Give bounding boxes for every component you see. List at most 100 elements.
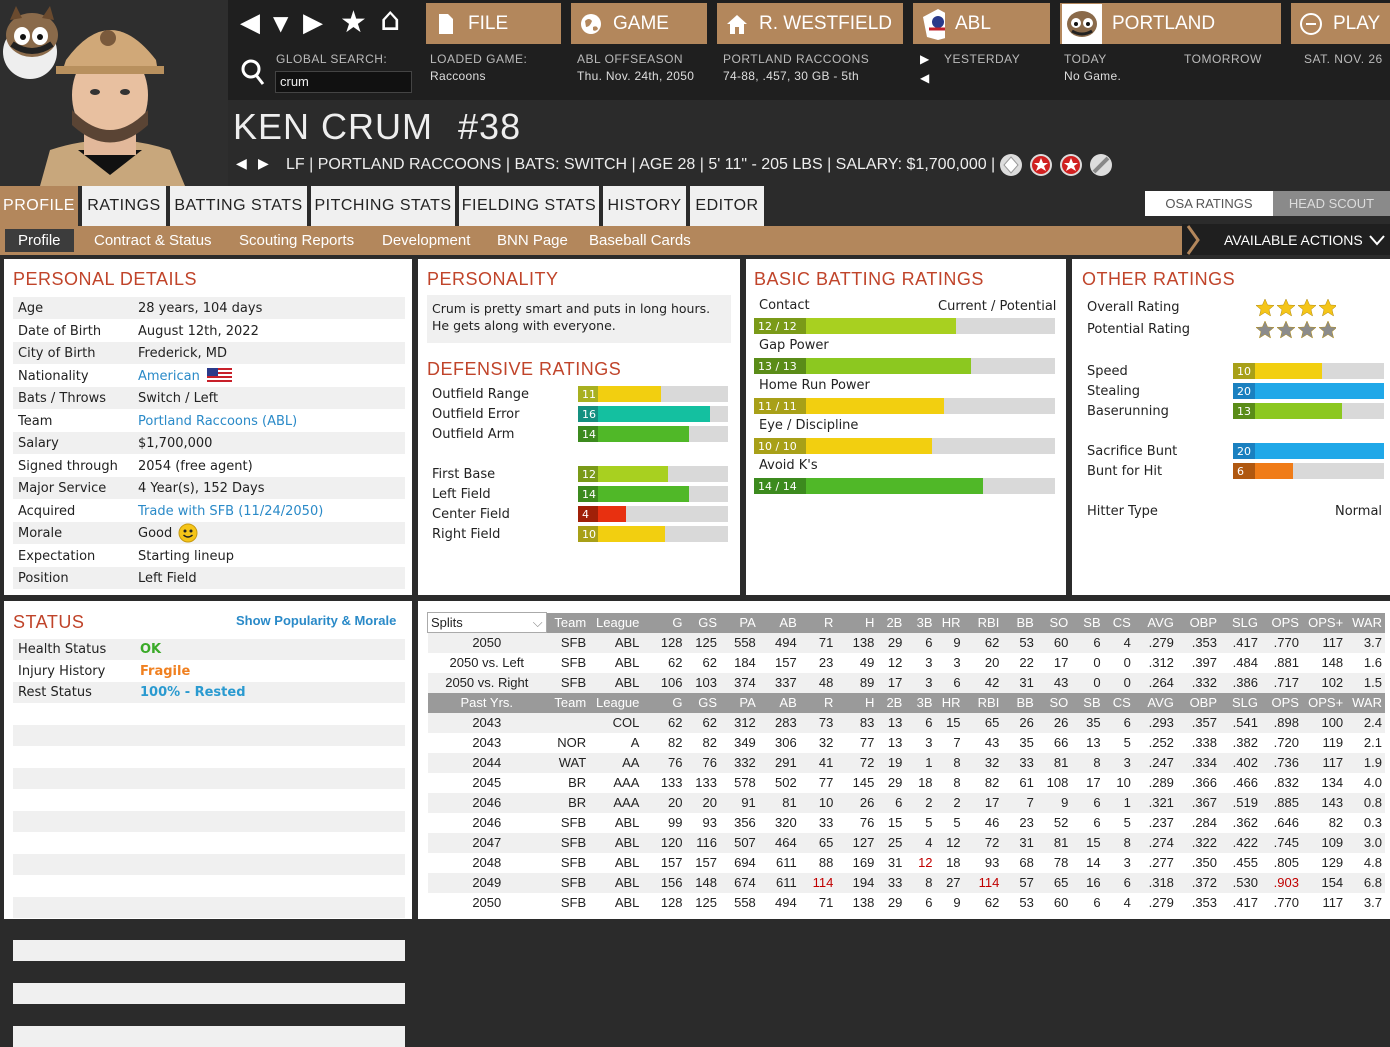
detail-value[interactable]: American [138,368,200,384]
stats-cell: 65 [799,832,837,853]
detail-label: Age [18,301,44,316]
play-button[interactable]: PLAY [1291,3,1390,44]
stats-cell: 91 [720,792,759,813]
rating-label: Right Field [432,527,501,542]
stats-cell: 337 [758,672,800,693]
file-button[interactable]: FILE [426,3,561,44]
next-day-arrow-icon[interactable]: ▶ [920,52,930,66]
rating-label: Stealing [1087,384,1141,399]
stats-cell: .745 [1260,832,1302,853]
stats-cell: 611 [776,855,797,870]
stats-column-header: AVG [1133,612,1177,633]
stats-cell: 119 [1322,735,1344,750]
stats-cell: 3.7 [1363,895,1382,910]
available-actions-button[interactable]: AVAILABLE ACTIONS [1182,224,1390,256]
home-icon[interactable]: ⌂ [380,0,401,38]
detail-value[interactable]: Portland Raccoons (ABL) [138,413,298,429]
stats-column-header: AVG [1133,692,1177,713]
team-button[interactable]: PORTLAND [1060,3,1281,44]
stats-column-header: SB [1071,692,1104,713]
rating-label: Baserunning [1087,404,1169,419]
stats-cell: 8 [935,752,964,773]
rating-bar-fill [578,486,689,502]
game-button[interactable]: GAME [571,3,707,44]
tab-batting-stats[interactable]: BATTING STATS [170,186,307,226]
tab-ratings[interactable]: RATINGS [82,186,166,226]
rating-label: Avoid K's [759,458,818,473]
stats-cell: 71 [799,632,837,653]
stats-cell: 60 [1036,632,1072,653]
forward-arrow-icon[interactable]: ▶ [303,8,323,38]
tab-fielding-stats[interactable]: FIELDING STATS [459,186,599,226]
rating-bar-fill [1233,443,1384,459]
stats-cell: 71 [818,895,834,910]
stats-cell: 29 [887,895,903,910]
rating-label: Gap Power [759,338,829,353]
stats-cell: 133 [660,775,683,790]
subnav-bnn-page[interactable]: BNN Page [497,232,568,249]
subnav-scouting-reports[interactable]: Scouting Reports [239,232,355,249]
stats-cell: .770 [1273,895,1299,910]
stats-column-header: PA [720,692,759,713]
stats-cell: 3 [1123,855,1131,870]
stats-cell: 60 [1053,895,1069,910]
history-dropdown-icon[interactable]: ▼ [273,11,289,35]
subnav-profile[interactable]: Profile [5,229,74,252]
next-player-arrow-icon[interactable]: ▶ [258,156,269,172]
global-search-input[interactable]: crum [275,71,412,93]
stats-cell: 6 [1103,712,1134,733]
tab-profile[interactable]: PROFILE [0,186,78,226]
stats-cell: 52 [1053,815,1069,830]
stats-cell: 349 [734,735,756,750]
tab-pitching-stats[interactable]: PITCHING STATS [311,186,455,226]
osa-ratings-toggle[interactable]: OSA RATINGS [1145,191,1273,216]
stats-cell: 108 [1046,775,1069,790]
stats-cell: 33 [818,815,834,830]
overall-rating-stars [1255,298,1338,322]
stats-cell: 100 [1301,712,1347,733]
stats-column-header: GS [685,692,720,713]
stats-cell: .279 [1148,895,1174,910]
show-popularity-morale-link[interactable]: Show Popularity & Morale [236,613,397,628]
league-button[interactable]: ABL [913,3,1050,44]
stats-cell: .353 [1176,632,1221,653]
stats-column-header: PA [720,612,759,633]
stats-cell: WAT [546,752,590,773]
subnav-development[interactable]: Development [382,232,471,249]
stats-cell: 156 [642,872,686,893]
detail-value: Starting lineup [138,548,234,564]
favorite-star-icon[interactable]: ★ [340,5,367,40]
rating-label: Outfield Arm [432,427,515,442]
search-icon[interactable] [240,58,266,92]
rating-bar-fill [578,386,661,402]
stats-cell: 49 [859,655,875,670]
stats-cell: 138 [836,632,878,653]
subnav-contract-status[interactable]: Contract & Status [94,232,212,249]
head-scout-toggle[interactable]: HEAD SCOUT [1273,191,1390,216]
stats-cell: 4 [905,832,936,853]
team-button-label: PORTLAND [1112,12,1216,34]
stats-cell: 106 [642,672,686,693]
prev-day-arrow-icon[interactable]: ◀ [920,71,930,85]
overall-rating-label: Overall Rating [1087,300,1180,315]
manager-button[interactable]: R. WESTFIELD [717,3,903,44]
stats-cell: .322 [1176,832,1221,853]
stats-column-header: SO [1036,612,1072,633]
splits-dropdown[interactable]: Splits ⌵ [427,612,547,633]
stats-cell: 93 [702,815,717,830]
stats-cell: 8 [1071,752,1104,773]
tab-history[interactable]: HISTORY [603,186,686,226]
detail-value[interactable]: Trade with SFB (11/24/2050) [138,503,324,519]
subnav-baseball-cards[interactable]: Baseball Cards [589,232,691,249]
back-arrow-icon[interactable]: ◀ [240,8,260,38]
detail-label: Morale [18,526,63,541]
stats-cell: 35 [1071,712,1104,733]
prev-player-arrow-icon[interactable]: ◀ [236,156,247,172]
team-mascot-logo [3,6,58,79]
tab-editor[interactable]: EDITOR [690,186,764,226]
stats-cell: 116 [685,832,720,853]
stats-cell: 4 [1123,895,1131,910]
stats-cell: .519 [1220,792,1261,813]
rating-label: First Base [432,467,496,482]
stats-cell: 184 [734,655,756,670]
